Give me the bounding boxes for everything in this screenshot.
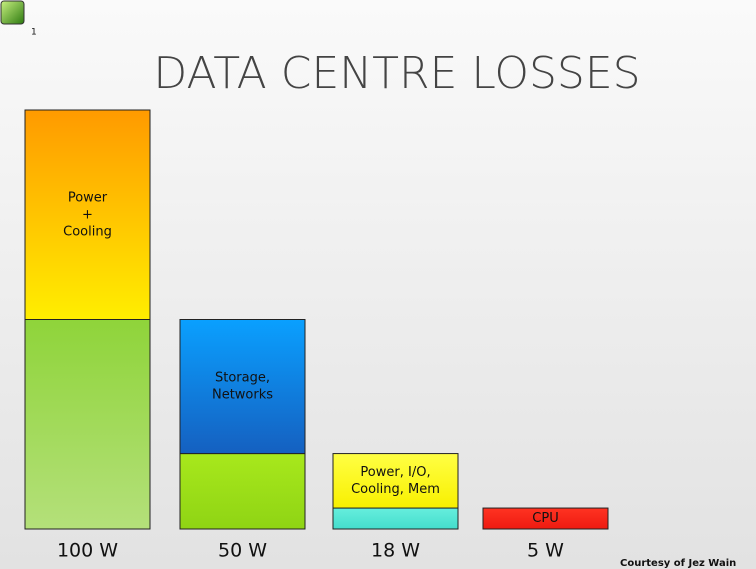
segment-label: CPU [532,511,558,526]
segment-label: Power [68,190,108,205]
bar-segment [332,507,459,530]
chart-title: DATA CENTRE LOSSES [153,48,640,99]
slide-icon [0,0,25,25]
slide-number: 1 [31,28,37,38]
x-tick-label: 5 W [527,540,564,562]
x-tick-label: 18 W [371,540,420,562]
x-tick-label: 100 W [57,540,118,562]
bar-segment [179,453,306,530]
segment-label: Cooling [63,224,112,239]
bar-segment [24,319,151,530]
bar-segment [179,319,306,455]
x-tick-label: 50 W [218,540,267,562]
bar-segment [24,109,151,320]
footer: Courtesy of Jez Wain [620,558,736,569]
segment-label: Storage, [215,371,270,386]
segment-label: Networks [212,388,273,403]
segment-label: Cooling, Mem [351,482,440,497]
segment-label: Power, I/O, [360,465,430,480]
bar-segment [482,507,609,530]
bar-segment [332,453,459,509]
segment-label: + [82,207,93,222]
